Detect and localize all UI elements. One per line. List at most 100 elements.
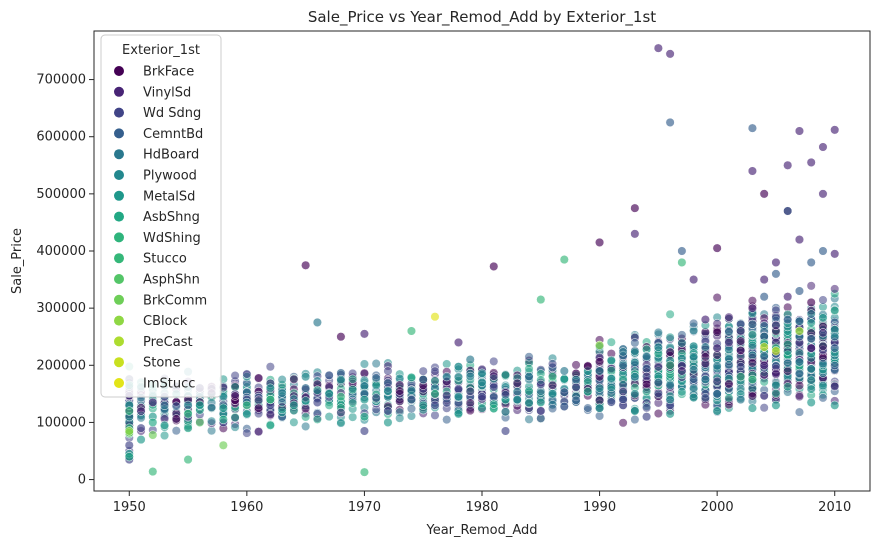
scatter-point	[301, 260, 311, 270]
scatter-point	[500, 426, 511, 436]
scatter-point	[759, 275, 769, 285]
scatter-point	[324, 400, 334, 410]
scatter-point	[465, 386, 475, 396]
scatter-point	[242, 409, 252, 419]
legend-marker	[114, 232, 124, 243]
scatter-point	[183, 423, 193, 433]
scatter-point	[794, 126, 805, 136]
legend: Exterior_1st BrkFace VinylSd Wd Sdng CemntB…	[100, 34, 222, 398]
scatter-point	[124, 440, 134, 450]
scatter-point	[547, 380, 558, 390]
scatter-point	[783, 346, 793, 356]
scatter-point	[571, 395, 581, 405]
scatter-point	[794, 235, 805, 245]
scatter-point	[383, 417, 393, 427]
scatter-point	[148, 467, 158, 477]
scatter-point	[689, 374, 699, 384]
scatter-point	[359, 395, 369, 405]
scatter-point	[359, 467, 369, 477]
scatter-point	[818, 359, 828, 369]
scatter-point	[806, 309, 816, 319]
scatter-point	[477, 403, 487, 413]
scatter-point	[724, 379, 734, 389]
scatter-point	[747, 123, 757, 133]
scatter-point	[136, 406, 146, 416]
scatter-point	[336, 418, 346, 428]
scatter-point	[265, 420, 275, 430]
scatter-point	[418, 375, 428, 385]
scatter-point	[359, 412, 369, 422]
scatter-point	[630, 414, 640, 425]
scatter-point	[559, 366, 569, 376]
scatter-point	[524, 398, 534, 408]
scatter-point	[724, 360, 734, 370]
scatter-point	[230, 391, 240, 401]
scatter-point	[453, 372, 464, 382]
scatter-point	[242, 428, 252, 438]
scatter-point	[289, 417, 299, 427]
scatter-point	[559, 387, 569, 397]
legend-marker	[114, 315, 124, 326]
scatter-point	[700, 375, 710, 385]
scatter-point	[677, 246, 687, 256]
scatter-point	[700, 342, 710, 352]
scatter-point	[806, 318, 816, 328]
scatter-point	[830, 306, 840, 316]
scatter-point	[289, 374, 299, 384]
scatter-point	[794, 326, 805, 336]
scatter-point	[689, 275, 699, 285]
scatter-point	[406, 404, 417, 414]
scatter-point	[406, 385, 417, 395]
scatter-point	[524, 372, 534, 382]
scatter-point	[183, 400, 193, 410]
scatter-point	[818, 142, 828, 152]
scatter-point	[747, 375, 757, 385]
scatter-point	[665, 347, 675, 357]
scatter-point	[818, 328, 828, 338]
scatter-point	[477, 377, 487, 387]
scatter-point	[806, 157, 816, 167]
scatter-point	[794, 380, 805, 391]
scatter-point	[418, 400, 428, 410]
scatter-point	[371, 373, 381, 383]
legend-box	[100, 34, 222, 398]
legend-marker	[114, 190, 124, 201]
scatter-point	[665, 380, 675, 390]
scatter-point	[336, 408, 346, 418]
scatter-point	[395, 413, 405, 423]
scatter-point	[724, 337, 734, 347]
scatter-point	[771, 361, 781, 371]
scatter-point	[559, 374, 569, 384]
scatter-point	[771, 346, 781, 356]
scatter-point	[830, 125, 840, 135]
scatter-point	[677, 330, 687, 340]
scatter-point	[124, 426, 134, 436]
scatter-point	[771, 369, 781, 379]
scatter-point	[124, 452, 134, 462]
scatter-point	[818, 341, 828, 351]
scatter-point	[477, 368, 487, 378]
scatter-point	[642, 371, 652, 381]
scatter-point	[759, 391, 769, 401]
scatter-point	[653, 362, 663, 372]
scatter-point	[254, 427, 264, 437]
scatter-point	[830, 249, 840, 259]
scatter-point	[254, 395, 264, 405]
scatter-point	[783, 315, 793, 325]
scatter-point	[606, 382, 616, 392]
scatter-point	[442, 390, 452, 401]
scatter-point	[430, 312, 440, 322]
scatter-point	[630, 357, 640, 368]
scatter-point	[348, 374, 358, 384]
scatter-point	[630, 229, 640, 239]
scatter-point	[207, 416, 217, 426]
scatter-point	[312, 414, 322, 424]
scatter-point	[771, 380, 781, 390]
scatter-point	[630, 406, 640, 416]
scatter-point	[148, 397, 158, 407]
scatter-point	[500, 407, 511, 417]
legend-label: Plywood	[143, 169, 197, 184]
scatter-point	[724, 393, 734, 403]
scatter-point	[747, 340, 757, 350]
